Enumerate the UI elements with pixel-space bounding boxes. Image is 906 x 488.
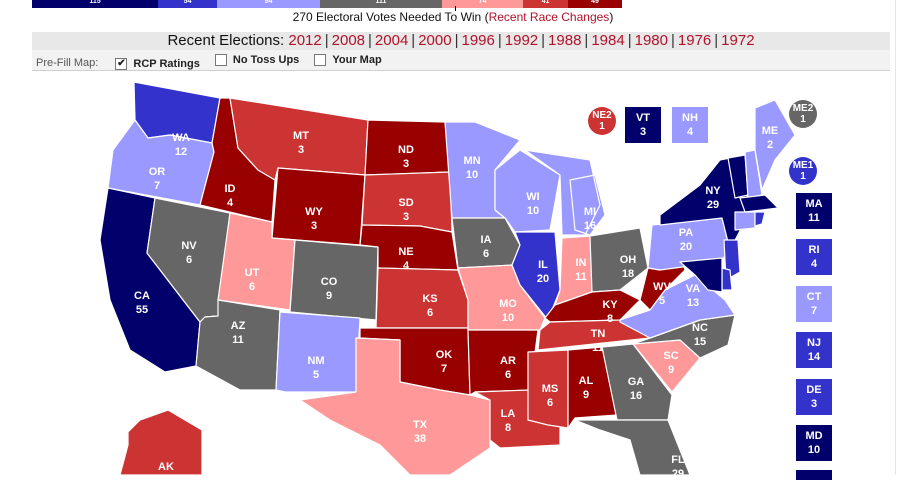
state-OH[interactable]: [589, 227, 649, 293]
election-link-2008[interactable]: 2008: [331, 32, 366, 49]
state-CT[interactable]: [734, 211, 756, 231]
tally-likely-dem: 54: [158, 0, 217, 8]
page-edge: [895, 0, 896, 475]
box-DE[interactable]: DE 3: [796, 379, 832, 415]
state-WY[interactable]: [271, 167, 366, 246]
prefill-label: Pre-Fill Map:: [36, 57, 99, 69]
state-AK[interactable]: [119, 409, 203, 475]
state-RI[interactable]: [754, 211, 766, 227]
district-NE2[interactable]: NE2 1: [588, 107, 616, 135]
prefill-option-label: No Toss Ups: [232, 54, 300, 66]
electoral-tally-bar: 115 54 94 111 74 41 49: [32, 0, 890, 8]
district-ME2[interactable]: ME2 1: [789, 100, 817, 128]
state-ND[interactable]: [364, 119, 451, 176]
state-MS[interactable]: [527, 349, 569, 429]
us-map-svg: [99, 81, 796, 475]
election-link-1984[interactable]: 1984: [591, 32, 625, 49]
state-MA[interactable]: [739, 194, 779, 213]
box-VT[interactable]: VT 3: [625, 107, 661, 143]
state-MD[interactable]: [679, 257, 723, 293]
box-NJ[interactable]: NJ 14: [796, 332, 832, 368]
recent-race-changes-link[interactable]: Recent Race Changes: [488, 10, 610, 24]
state-GA[interactable]: [601, 343, 673, 421]
recent-elections-label: Recent Elections:: [167, 32, 285, 49]
tally-leans-rep: 74: [442, 0, 523, 8]
state-ME[interactable]: [754, 99, 796, 191]
tally-leans-dem: 94: [217, 0, 320, 8]
prefill-option-label: Your Map: [332, 54, 382, 66]
state-KS[interactable]: [375, 267, 469, 329]
box-CT[interactable]: CT 7: [796, 286, 832, 322]
270-marker: [455, 6, 456, 11]
votes-needed-line: 270 Electoral Votes Needed To Win (Recen…: [0, 10, 906, 24]
box-next-partial[interactable]: [796, 470, 832, 480]
prefill-rcp-ratings[interactable]: ✔ RCP Ratings: [115, 54, 200, 74]
box-MD[interactable]: MD 10: [796, 425, 832, 461]
state-TX[interactable]: [299, 337, 491, 475]
checkbox-checked-icon[interactable]: ✔: [115, 58, 128, 70]
election-link-1972[interactable]: 1972: [721, 32, 755, 49]
state-IL[interactable]: [511, 231, 561, 321]
electoral-map: WA 12 OR 7 CA 55 ID 4 NV 6 MT 3 WY 3 UT 6 AZ 11 C…: [0, 72, 906, 487]
checkbox-icon[interactable]: [214, 54, 227, 66]
election-link-2000[interactable]: 2000: [418, 32, 452, 49]
prefill-map-bar: Pre-Fill Map: ✔ RCP Ratings No Toss Ups Y…: [32, 50, 890, 71]
tally-solid-dem: 115: [32, 0, 158, 8]
tally-solid-rep: 49: [568, 0, 622, 8]
box-NH[interactable]: NH 4: [672, 107, 708, 143]
state-NM[interactable]: [275, 311, 361, 393]
state-DE[interactable]: [721, 267, 733, 291]
tally-toss-up: 111: [320, 0, 442, 8]
prefill-your-map[interactable]: Your Map: [314, 50, 382, 70]
election-link-2012[interactable]: 2012: [288, 32, 322, 49]
state-WA[interactable]: [133, 81, 221, 144]
state-WI[interactable]: [494, 149, 561, 233]
prefill-no-toss-ups[interactable]: No Toss Ups: [214, 50, 300, 70]
state-MI[interactable]: [524, 149, 606, 236]
election-link-1992[interactable]: 1992: [504, 32, 539, 49]
state-FL[interactable]: [574, 419, 691, 475]
prefill-option-label: RCP Ratings: [133, 58, 200, 70]
election-link-1976[interactable]: 1976: [677, 32, 712, 49]
tally-likely-rep: 41: [523, 0, 568, 8]
checkbox-icon[interactable]: [314, 54, 327, 66]
state-CO[interactable]: [289, 239, 379, 321]
election-link-2004[interactable]: 2004: [374, 32, 409, 49]
election-link-1980[interactable]: 1980: [634, 32, 668, 49]
box-MA[interactable]: MA 11: [796, 193, 832, 229]
state-AL[interactable]: [567, 346, 618, 429]
election-link-1996[interactable]: 1996: [461, 32, 495, 49]
district-ME1[interactable]: ME1 1: [789, 157, 817, 185]
recent-elections-bar: Recent Elections: 2012 | 2008 | 2004 | 2000 | 19…: [32, 32, 890, 50]
votes-needed-close: ): [609, 10, 614, 24]
election-link-1988[interactable]: 1988: [548, 32, 582, 49]
votes-needed-text: 270 Electoral Votes Needed To Win (: [292, 10, 489, 24]
state-SD[interactable]: [361, 171, 453, 233]
box-RI[interactable]: RI 4: [796, 239, 832, 275]
